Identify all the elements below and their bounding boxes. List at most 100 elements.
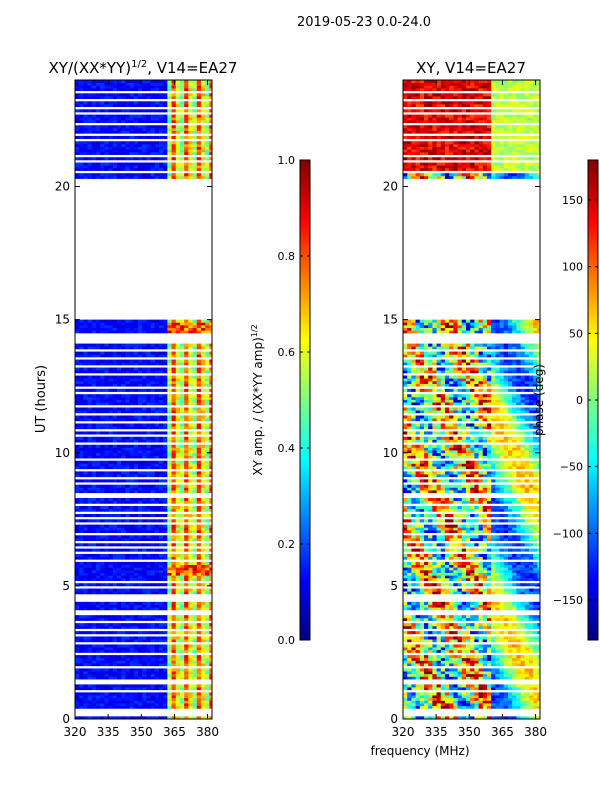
heatmap-cell xyxy=(188,663,193,667)
heatmap-cell xyxy=(146,660,151,664)
heatmap-cell xyxy=(87,162,93,166)
heatmap-cell xyxy=(95,167,101,171)
heatmap-cell xyxy=(137,474,143,478)
heatmap-cell xyxy=(87,117,93,121)
heatmap-cell xyxy=(79,426,84,430)
heatmap-cell xyxy=(150,623,156,627)
heatmap-cell xyxy=(175,343,181,347)
heatmap-cell xyxy=(116,452,122,456)
heatmap-cell xyxy=(453,647,458,651)
heatmap-cell xyxy=(520,705,526,709)
heatmap-cell xyxy=(184,567,189,571)
heatmap-cell xyxy=(142,135,147,139)
heatmap-cell xyxy=(163,444,168,448)
heatmap-cell xyxy=(108,450,114,454)
heatmap-cell xyxy=(79,394,84,398)
heatmap-cell xyxy=(465,692,471,696)
heatmap-cell xyxy=(171,647,177,651)
heatmap-cell xyxy=(503,647,509,651)
heatmap-cell xyxy=(188,535,193,539)
heatmap-cell xyxy=(440,705,446,709)
heatmap-cell xyxy=(179,82,185,86)
heatmap-cell xyxy=(205,639,210,643)
heatmap-cell xyxy=(158,452,164,456)
heatmap-cell xyxy=(83,513,88,518)
heatmap-cell xyxy=(79,716,84,719)
heatmap-cell xyxy=(188,583,193,587)
heatmap-cell xyxy=(91,388,97,392)
heatmap-cell xyxy=(184,668,189,672)
heatmap-cell xyxy=(87,101,93,105)
heatmap-cell xyxy=(108,639,114,643)
heatmap-cell xyxy=(449,716,454,719)
heatmap-cell xyxy=(188,548,193,552)
heatmap-cell xyxy=(171,572,177,576)
heatmap-cell xyxy=(100,383,105,387)
heatmap-cell xyxy=(142,527,147,531)
heatmap-cell xyxy=(457,716,463,719)
heatmap-cell xyxy=(192,639,198,643)
heatmap-cell xyxy=(129,490,135,494)
heatmap-cell xyxy=(150,330,156,334)
heatmap-cell xyxy=(108,415,114,419)
heatmap-cell xyxy=(179,101,185,105)
heatmap-cell xyxy=(100,649,105,653)
heatmap-cell xyxy=(87,455,93,459)
heatmap-cell xyxy=(150,676,156,680)
heatmap-cell xyxy=(179,362,185,366)
heatmap-cell xyxy=(175,500,181,504)
heatmap-cell xyxy=(121,450,126,454)
heatmap-cell xyxy=(154,439,160,443)
heatmap-cell xyxy=(171,143,177,147)
heatmap-cell xyxy=(209,396,212,400)
heatmap-cell xyxy=(133,671,139,675)
heatmap-cell xyxy=(423,660,429,664)
heatmap-cell xyxy=(79,639,84,643)
heatmap-cell xyxy=(129,93,135,97)
heatmap-cell xyxy=(91,87,97,92)
heatmap-cell xyxy=(175,439,181,443)
heatmap-cell xyxy=(205,436,210,440)
heatmap-cell xyxy=(112,87,118,92)
heatmap-cell xyxy=(209,695,212,699)
heatmap-cell xyxy=(83,439,88,443)
heatmap-cell xyxy=(133,394,139,398)
heatmap-cell xyxy=(83,324,88,329)
heatmap-cell xyxy=(79,506,84,510)
heatmap-cell xyxy=(121,85,126,89)
heatmap-cell xyxy=(192,109,198,113)
heatmap-cell xyxy=(133,524,139,528)
heatmap-cell xyxy=(528,644,534,648)
heatmap-cell xyxy=(104,556,109,560)
heatmap-cell xyxy=(192,471,198,475)
heatmap-cell xyxy=(95,513,101,518)
heatmap-cell xyxy=(83,697,88,701)
heatmap-cell xyxy=(196,399,202,403)
heatmap-cell xyxy=(163,141,168,145)
heatmap-cell xyxy=(112,375,118,379)
heatmap-cell xyxy=(196,109,202,113)
heatmap-cell xyxy=(125,705,130,709)
heatmap-cell xyxy=(108,631,114,635)
heatmap-cell xyxy=(196,319,202,323)
heatmap-cell xyxy=(205,623,210,627)
heatmap-cell xyxy=(137,346,143,350)
heatmap-cell xyxy=(184,146,189,150)
heatmap-cell xyxy=(449,668,454,672)
heatmap-cell xyxy=(158,162,164,166)
heatmap-cell xyxy=(200,396,206,400)
heatmap-cell xyxy=(100,484,105,488)
heatmap-cell xyxy=(465,655,471,659)
heatmap-cell xyxy=(524,676,530,680)
heatmap-cell xyxy=(179,165,185,169)
heatmap-cell xyxy=(129,543,135,547)
heatmap-cell xyxy=(428,695,433,699)
heatmap-cell xyxy=(205,324,210,329)
heatmap-cell xyxy=(171,506,177,510)
heatmap-cell xyxy=(133,529,139,534)
heatmap-cell xyxy=(499,705,505,709)
heatmap-cell xyxy=(188,119,193,123)
heatmap-cell xyxy=(184,167,189,171)
heatmap-cell xyxy=(142,322,147,326)
heatmap-cell xyxy=(205,109,210,113)
